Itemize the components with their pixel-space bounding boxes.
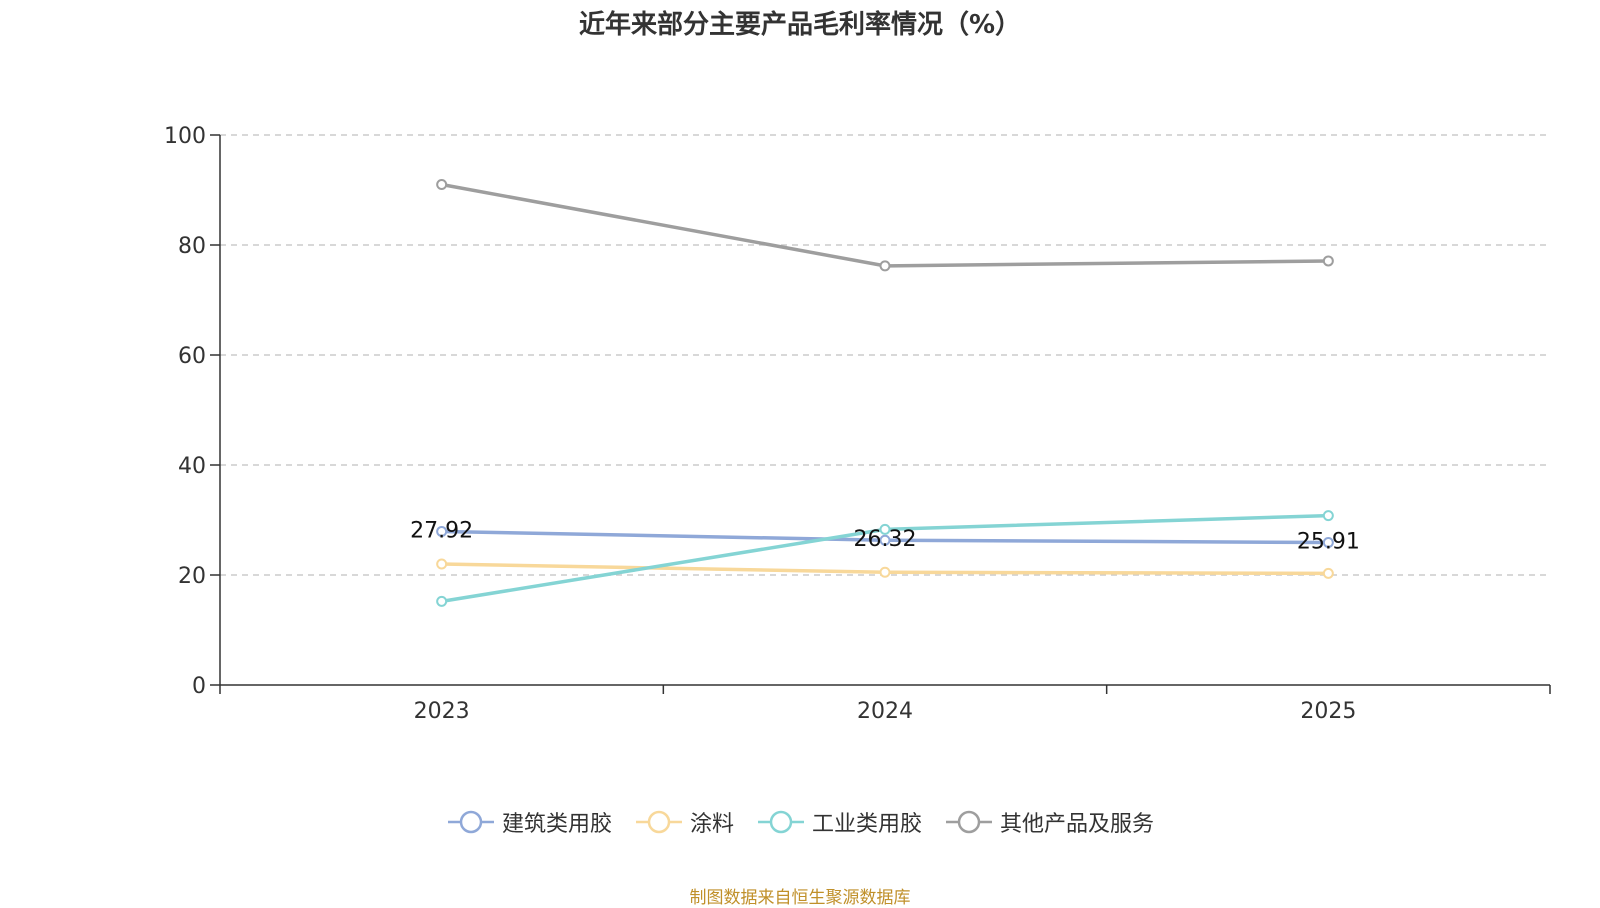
legend-item[interactable]: 其他产品及服务	[944, 806, 1154, 838]
legend-item[interactable]: 建筑类用胶	[446, 806, 612, 838]
data-point	[879, 534, 891, 546]
legend-label: 工业类用胶	[812, 812, 923, 837]
axes: 0 20 40 60 80 100 2023 2024 2025	[164, 124, 1551, 724]
grid-lines	[220, 134, 1550, 576]
x-tick-label: 2023	[414, 699, 470, 724]
series-lines	[436, 179, 1334, 607]
data-point	[436, 558, 448, 570]
legend-swatch-marker	[957, 810, 981, 834]
data-label: 25.91	[1297, 529, 1360, 554]
y-tick-label: 40	[178, 454, 206, 479]
legend-swatch-marker	[647, 810, 671, 834]
legend-swatch	[946, 810, 993, 834]
x-tick-label: 2025	[1300, 699, 1356, 724]
legend-label: 建筑类用胶	[501, 812, 612, 837]
legend-swatch-marker	[769, 810, 793, 834]
data-point	[1322, 536, 1334, 548]
legend-item[interactable]: 涂料	[634, 806, 734, 838]
y-tick-label: 0	[192, 674, 206, 699]
legend-label: 其他产品及服务	[1000, 812, 1155, 837]
series-line-4	[441, 182, 1329, 268]
data-point	[879, 566, 891, 578]
y-tick-label: 60	[178, 344, 206, 369]
legend-swatch-marker	[459, 810, 483, 834]
x-tick-label: 2024	[857, 699, 913, 724]
data-labels: 27.92 26.32 25.91	[410, 518, 1360, 554]
data-point	[879, 523, 891, 535]
legend-swatch	[447, 810, 494, 834]
source-note: 制图数据来自恒生聚源数据库	[689, 888, 911, 908]
data-point	[1322, 255, 1334, 267]
legend-swatch	[635, 810, 682, 834]
chart-title: 近年来部分主要产品毛利率情况（%）	[578, 10, 1022, 40]
y-tick-label: 100	[164, 124, 206, 149]
legend-swatch	[758, 810, 804, 834]
data-label: 26.32	[854, 527, 917, 552]
legend-item[interactable]: 工业类用胶	[756, 806, 922, 838]
data-label: 27.92	[410, 518, 473, 543]
y-tick-label: 20	[178, 564, 206, 589]
data-point	[436, 525, 448, 537]
data-point	[1322, 510, 1334, 522]
data-point	[879, 260, 891, 272]
data-point	[436, 595, 448, 607]
legend-label: 涂料	[689, 812, 734, 837]
legend: 建筑类用胶 涂料 工业类用胶 其他产品及服务	[0, 806, 1600, 838]
data-point	[1322, 567, 1334, 579]
data-point	[436, 179, 448, 190]
y-tick-label: 80	[178, 234, 206, 259]
